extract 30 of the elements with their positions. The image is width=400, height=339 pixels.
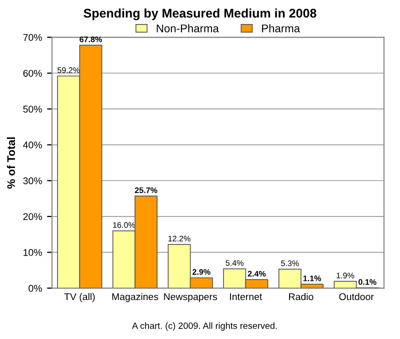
- y-tick-label: 60%: [23, 70, 42, 77]
- x-tick-label: TV (all): [64, 293, 95, 302]
- y-tick-label: 70%: [23, 34, 42, 41]
- data-label: 5.3%: [281, 260, 299, 266]
- legend-label: Pharma: [262, 24, 300, 32]
- data-label: 1.1%: [303, 276, 322, 282]
- chart-title: Spending by Measured Medium in 2008: [84, 8, 316, 20]
- data-label: 59.2%: [58, 67, 80, 74]
- data-label: 5.4%: [226, 260, 244, 266]
- x-tick-label: Newspapers: [164, 293, 217, 302]
- y-tick-label: 50%: [23, 106, 42, 113]
- x-tick-label: Outdoor: [339, 293, 374, 300]
- text: A chart. (c) 2009. All rights reserved.: [132, 322, 277, 331]
- x-tick-label: Magazines: [112, 293, 158, 302]
- y-tick-label: 10%: [24, 249, 42, 256]
- data-label: 67.8%: [80, 36, 102, 42]
- y-tick-label: 40%: [23, 142, 42, 148]
- data-label: 0.1%: [358, 279, 376, 285]
- data-label: 25.7%: [134, 187, 158, 194]
- data-label: 12.2%: [168, 236, 190, 242]
- y-tick-label: 20%: [23, 213, 42, 220]
- legend-label: Non-Pharma: [156, 24, 219, 32]
- x-tick-label: Internet: [230, 293, 262, 300]
- data-label: 1.9%: [336, 272, 354, 278]
- y-tick-label: 0%: [28, 284, 42, 292]
- y-tick-label: 30%: [23, 177, 42, 184]
- y-axis-title: % of Total: [6, 137, 16, 189]
- x-tick-label: Radio: [289, 293, 314, 300]
- data-label: 2.4%: [248, 270, 266, 277]
- data-label: 2.9%: [192, 269, 210, 275]
